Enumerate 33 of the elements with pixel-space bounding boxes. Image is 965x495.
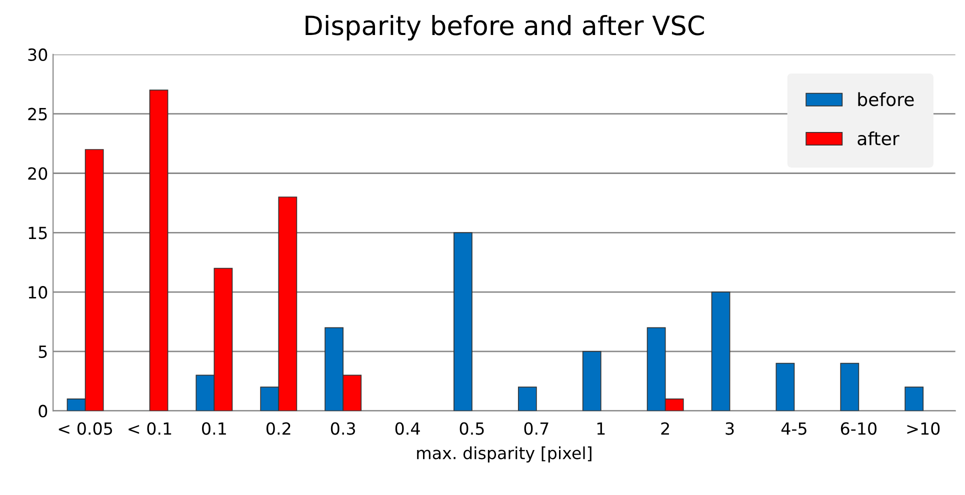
- x-tick-label: 2: [661, 422, 669, 435]
- bar: [149, 90, 168, 411]
- x-tick-label: >10: [907, 422, 940, 435]
- bar: [518, 386, 537, 411]
- x-tick-label: 0.3: [330, 422, 356, 435]
- y-tick-label: 15: [28, 226, 47, 240]
- bar: [840, 362, 860, 411]
- y-tick-label: 20: [28, 167, 48, 180]
- x-tick-label: 0.7: [524, 422, 548, 435]
- x-tick-label: 1: [597, 422, 605, 435]
- y-tick-label: 30: [28, 48, 48, 62]
- chart-title: Disparity before and after VSC: [306, 14, 704, 40]
- x-tick-label: 6-10: [840, 422, 876, 435]
- bar: [904, 386, 924, 411]
- x-tick-label: 0.5: [460, 422, 484, 435]
- legend-label: after: [858, 131, 900, 146]
- y-tick-label: 25: [28, 108, 47, 120]
- bar: [776, 362, 795, 411]
- x-axis-title: max. disparity [pixel]: [417, 446, 592, 463]
- bar: [454, 232, 472, 411]
- x-tick-label: 0.1: [202, 422, 226, 435]
- legend-label: before: [858, 92, 914, 106]
- y-tick-label: 5: [38, 346, 47, 358]
- x-tick-label: < 0.05: [58, 422, 112, 435]
- x-tick-label: < 0.1: [128, 422, 172, 435]
- y-tick-label: 10: [28, 286, 48, 299]
- x-tick-label: 3: [726, 422, 734, 435]
- y-tick-label: 0: [38, 404, 48, 418]
- x-tick-label: 0.2: [266, 422, 290, 435]
- bar: [711, 292, 730, 411]
- x-tick-label: 4-5: [781, 422, 806, 435]
- bar: [582, 351, 602, 411]
- x-tick-label: 0.4: [395, 422, 420, 435]
